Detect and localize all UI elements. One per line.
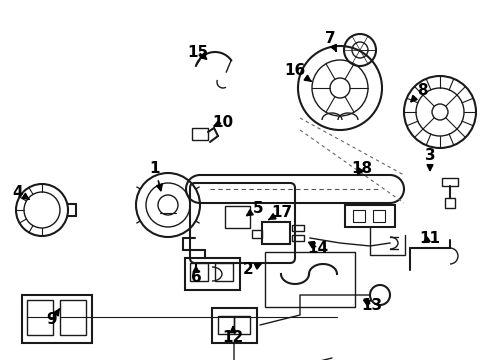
Bar — [215, 263, 233, 281]
Bar — [373, 210, 385, 222]
Bar — [292, 225, 304, 231]
Bar — [445, 198, 455, 208]
Text: 13: 13 — [362, 297, 383, 312]
Bar — [185, 258, 240, 290]
Text: 17: 17 — [269, 204, 293, 220]
Text: 6: 6 — [191, 265, 201, 285]
Bar — [262, 222, 290, 244]
Bar — [442, 178, 458, 186]
Bar — [252, 230, 262, 238]
Bar — [190, 263, 208, 281]
Bar — [292, 235, 304, 241]
Bar — [22, 295, 92, 343]
Text: 16: 16 — [284, 63, 311, 81]
Text: 11: 11 — [419, 230, 441, 246]
Text: 12: 12 — [222, 327, 244, 346]
Bar — [192, 128, 208, 140]
Text: 2: 2 — [243, 262, 261, 278]
Text: 10: 10 — [213, 114, 234, 130]
Bar — [353, 210, 365, 222]
Text: 1: 1 — [150, 161, 162, 190]
Bar — [212, 308, 257, 343]
Text: 18: 18 — [351, 161, 372, 176]
Text: 14: 14 — [307, 240, 329, 256]
Text: 15: 15 — [188, 45, 209, 59]
Text: 4: 4 — [13, 185, 29, 199]
Text: 7: 7 — [325, 31, 336, 51]
Bar — [234, 316, 250, 334]
Text: 5: 5 — [247, 201, 263, 216]
Bar — [345, 205, 395, 227]
Text: 3: 3 — [425, 148, 435, 170]
Text: 8: 8 — [411, 82, 427, 102]
Bar — [225, 206, 250, 228]
Bar — [60, 300, 86, 335]
Text: 9: 9 — [47, 309, 59, 328]
Bar — [27, 300, 53, 335]
Bar — [265, 252, 355, 307]
Bar — [218, 316, 234, 334]
